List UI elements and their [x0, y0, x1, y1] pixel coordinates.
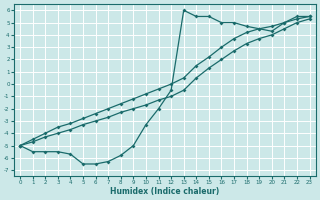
X-axis label: Humidex (Indice chaleur): Humidex (Indice chaleur) [110, 187, 220, 196]
